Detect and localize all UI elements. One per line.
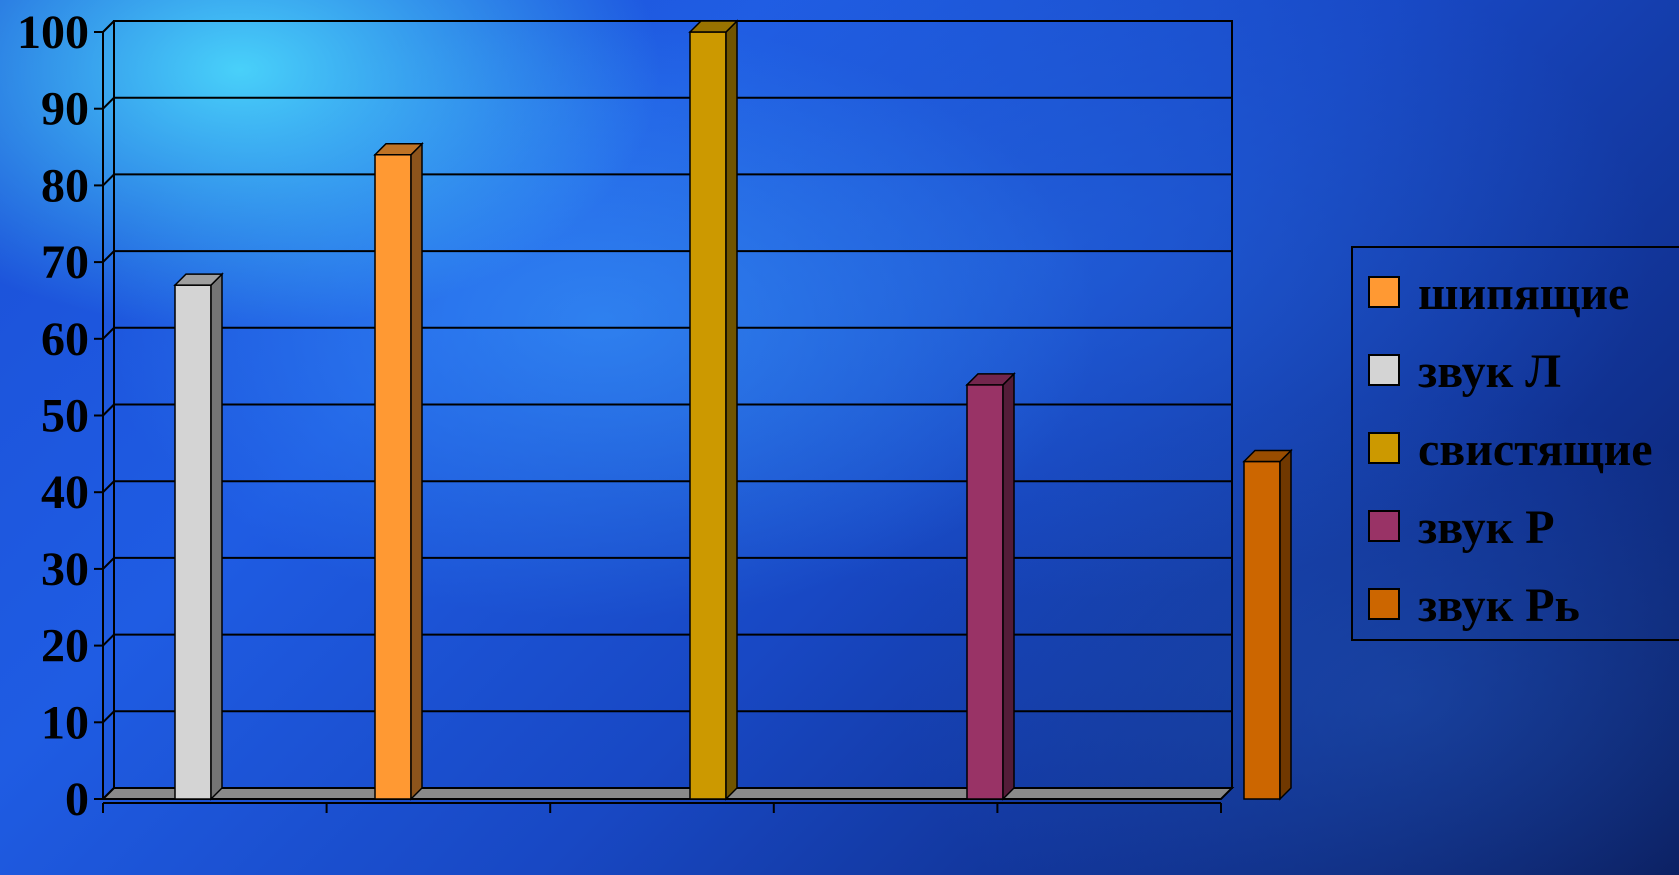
legend-item: звук Рь (1368, 579, 1580, 632)
gridline-side (102, 250, 115, 263)
legend-item: звук Л (1368, 345, 1561, 398)
gridline-side (102, 480, 115, 493)
legend-swatch (1368, 588, 1400, 620)
y-tick-label: 60 (41, 313, 89, 366)
bars (173, 19, 1293, 801)
bar-front (1243, 460, 1281, 800)
legend-item: шипящие (1368, 267, 1629, 320)
legend-label: шипящие (1418, 267, 1629, 320)
y-tick-label: 40 (41, 466, 89, 519)
plot-walls (102, 20, 1233, 799)
bar-front (966, 384, 1004, 800)
gridline-side (102, 20, 115, 33)
legend-swatch (1368, 354, 1400, 386)
bar-side (725, 19, 738, 801)
legend-swatch (1368, 510, 1400, 542)
legend-label: звук Р (1418, 501, 1555, 554)
bar (373, 141, 424, 801)
bar (965, 372, 1016, 801)
gridline-side (102, 96, 115, 110)
legend-item: свистящие (1368, 423, 1653, 476)
y-tick-label: 50 (41, 390, 89, 443)
legend-label: свистящие (1418, 423, 1653, 476)
legend-box (1351, 246, 1679, 641)
gridline-side (102, 327, 115, 340)
y-tick-label: 0 (65, 773, 89, 826)
y-tick-label: 30 (41, 543, 89, 596)
bar-top (1242, 449, 1293, 463)
y-tick-label: 10 (41, 696, 89, 749)
bar-front (374, 153, 412, 800)
bar (173, 272, 224, 801)
gridline-side (102, 557, 115, 570)
legend: шипящие звук Л свистящие звук Р звук Рь (1351, 246, 1679, 641)
floor (100, 787, 1235, 800)
y-tick-label: 80 (41, 159, 89, 212)
bar (1242, 448, 1293, 801)
legend-swatch (1368, 276, 1400, 308)
y-tick-label: 20 (41, 620, 89, 673)
bar (688, 19, 739, 801)
bar-front (689, 31, 727, 800)
legend-label: звук Л (1418, 345, 1561, 398)
bar-front (174, 284, 212, 800)
bar-side (410, 141, 423, 801)
gridline-side (102, 633, 115, 647)
bar-top (688, 20, 739, 33)
gridline-side (102, 173, 115, 187)
legend-label: звук Рь (1418, 579, 1580, 632)
y-tick-label: 70 (41, 236, 89, 289)
y-axis: 0 10 20 30 40 50 60 70 80 90 100 (17, 6, 103, 826)
legend-item: звук Р (1368, 501, 1555, 554)
bar-top (173, 273, 224, 286)
gridline-side (102, 403, 115, 417)
bar-top (965, 373, 1016, 386)
plot-floor (100, 787, 1235, 813)
bar-side (1279, 448, 1292, 801)
bar-top (373, 142, 424, 156)
gridlines (102, 20, 1232, 800)
gridline-side (102, 710, 115, 724)
bar-side (1002, 372, 1015, 801)
y-tick-label: 100 (17, 6, 89, 59)
legend-swatch (1368, 432, 1400, 464)
y-tick-label: 90 (41, 83, 89, 136)
bar-side (210, 272, 223, 801)
